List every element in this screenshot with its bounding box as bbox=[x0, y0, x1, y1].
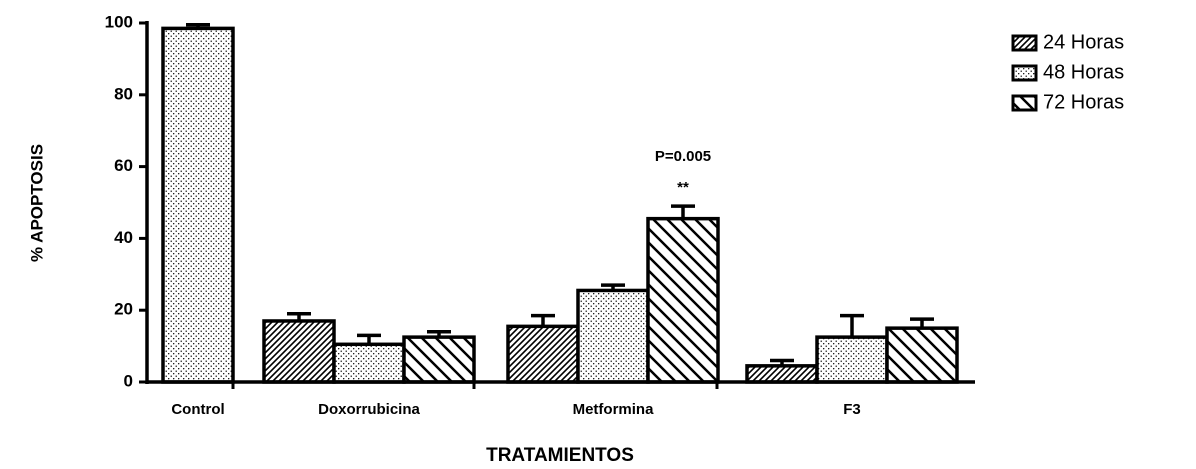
bar bbox=[506, 324, 580, 384]
x-tick-label: Doxorrubicina bbox=[318, 401, 420, 418]
y-tick-label: 100 bbox=[105, 12, 133, 31]
error-bar bbox=[427, 329, 451, 338]
y-tick-label: 0 bbox=[124, 371, 133, 390]
x-tick-label: F3 bbox=[843, 401, 861, 418]
error-bar bbox=[601, 283, 625, 291]
x-axis-title: TRATAMIENTOS bbox=[486, 445, 634, 466]
bar bbox=[262, 319, 336, 384]
error-bar bbox=[770, 358, 794, 366]
legend-swatch bbox=[1011, 34, 1038, 52]
x-tick-label: Metformina bbox=[573, 401, 654, 418]
bar bbox=[332, 342, 406, 384]
legend-label: 72 Horas bbox=[1043, 91, 1124, 113]
bar bbox=[402, 335, 476, 384]
error-bar bbox=[357, 333, 381, 345]
error-bar bbox=[531, 313, 555, 327]
bar bbox=[885, 326, 959, 384]
bar bbox=[815, 335, 889, 384]
error-bar bbox=[840, 313, 864, 338]
error-bar bbox=[186, 23, 210, 29]
bar bbox=[576, 288, 650, 384]
y-tick-label: 40 bbox=[114, 228, 133, 247]
y-tick-label: 80 bbox=[114, 84, 133, 103]
x-tick-label: Control bbox=[171, 401, 224, 418]
bar bbox=[646, 216, 720, 384]
error-bar bbox=[671, 204, 695, 219]
y-tick-label: 20 bbox=[114, 300, 133, 319]
bar bbox=[745, 364, 819, 384]
annotation: P=0.005 bbox=[655, 148, 711, 165]
annotation: ** bbox=[677, 179, 689, 196]
legend-swatch bbox=[1011, 94, 1038, 112]
y-tick-label: 60 bbox=[114, 156, 133, 175]
y-axis-title: % APOPTOSIS bbox=[27, 144, 46, 262]
error-bar bbox=[910, 317, 934, 329]
error-bar bbox=[287, 312, 311, 321]
legend-label: 48 Horas bbox=[1043, 61, 1124, 83]
bar bbox=[161, 26, 235, 384]
legend-label: 24 Horas bbox=[1043, 31, 1124, 53]
legend-swatch bbox=[1011, 64, 1038, 82]
